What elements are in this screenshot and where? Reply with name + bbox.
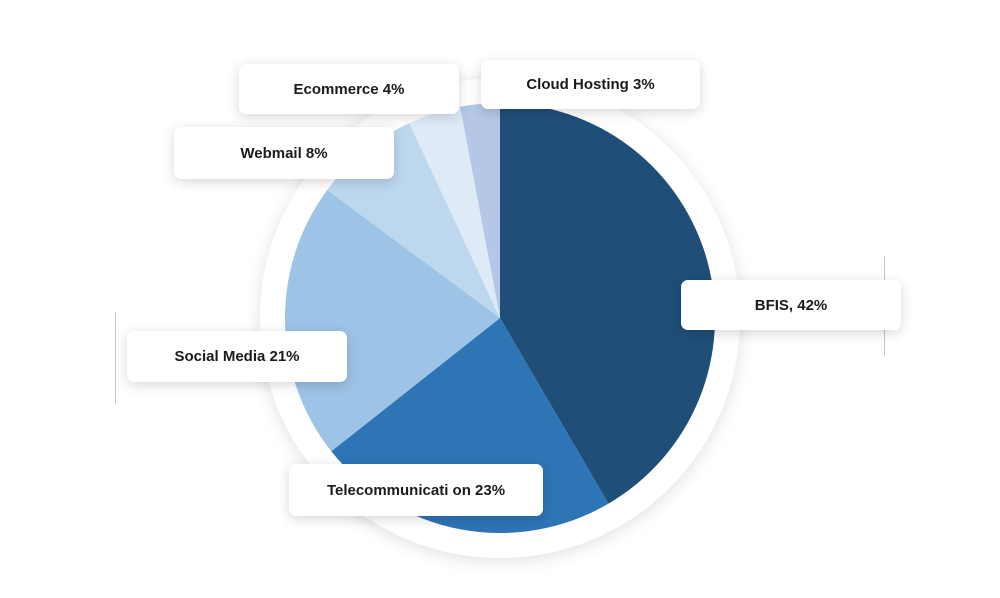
divider-line-left [115, 312, 116, 404]
label-social-media: Social Media 21% [127, 331, 347, 382]
label-ecommerce: Ecommerce 4% [239, 64, 459, 114]
pie-slice-5 [460, 103, 500, 318]
label-bfis: BFIS, 42% [681, 280, 901, 330]
pie-slice-2 [285, 190, 500, 452]
label-telecommunication: Telecommunicati on 23% [289, 464, 543, 516]
pie-slice-4 [409, 106, 500, 318]
label-webmail: Webmail 8% [174, 127, 394, 179]
pie-slice-0 [500, 103, 716, 504]
label-cloud-hosting: Cloud Hosting 3% [481, 60, 700, 109]
